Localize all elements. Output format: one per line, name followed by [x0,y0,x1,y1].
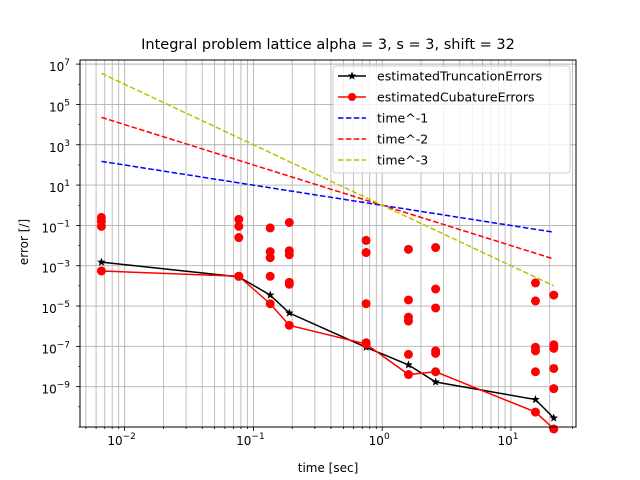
legend-box [332,65,571,174]
red-data-point [549,343,559,353]
cubature-point [265,299,275,309]
cubature-point [403,370,413,380]
y-tick-label: 107 [49,58,70,74]
series-line-time-3 [101,72,555,287]
truncation-point [431,377,440,386]
legend-marker [347,71,357,80]
red-data-point [549,384,559,394]
red-data-point [530,367,540,377]
chart-title: Integral problem lattice alpha = 3, s = … [141,37,515,53]
legend-label: time^-2 [377,132,428,147]
red-data-point [549,290,559,300]
cubature-point [549,424,559,434]
red-data-point [234,221,244,231]
red-data-point [549,363,559,373]
x-tick-label: 10−1 [236,432,265,448]
red-data-point [431,303,441,313]
legend-label: time^-1 [377,111,428,126]
legend: estimatedTruncationErrors estimatedCubatu… [332,65,571,174]
cubature-point [530,407,540,417]
red-data-point [530,296,540,306]
red-data-point [361,235,371,245]
cubature-point [431,367,441,377]
x-tick-label: 100 [369,432,390,448]
y-tick-label: 105 [49,98,70,114]
red-data-point [403,295,413,305]
red-data-point [403,244,413,254]
y-tick-label: 10−7 [41,340,70,356]
cubature-point [361,339,371,349]
cubature-point [234,271,244,281]
series-line-time-1 [101,160,554,233]
y-tick-label: 10−9 [41,381,70,397]
axis-ticks: 10−2 10−1 100 101 10−9 10−7 10−5 10−3 10−1 101 103… [41,58,573,448]
x-axis-label: time [sec] [298,461,359,475]
red-data-point [234,214,244,224]
red-data-point [284,250,294,260]
red-data-point [361,248,371,258]
red-data-point [234,233,244,243]
red-data-point [265,223,275,233]
red-data-point [530,278,540,288]
red-data-point [284,217,294,227]
y-tick-label: 10−1 [41,219,70,235]
y-axis-label: error [/] [17,219,31,265]
y-tick-label: 10−5 [41,300,70,316]
truncation-point [531,395,540,404]
truncation-point [285,308,294,317]
truncation-point [265,290,275,299]
red-data-point [530,346,540,356]
truncation-point [404,360,413,369]
axes-frame [79,59,577,428]
red-data-point [431,348,441,358]
y-tick-label: 101 [49,179,70,195]
truncation-point [549,413,559,422]
red-data-point [431,243,441,253]
y-tick-label: 10−3 [41,260,70,276]
red-data-point [431,284,441,294]
cubature-point [284,320,294,330]
x-tick-label: 101 [497,432,518,448]
red-data-point [265,253,275,263]
x-tick-label: 10−2 [107,432,136,448]
legend-label: estimatedTruncationErrors [377,69,542,84]
y-tick-label: 103 [49,139,70,155]
red-data-point [96,221,106,231]
red-data-point [265,271,275,281]
red-data-point [403,316,413,326]
red-data-point [361,299,371,309]
legend-label: time^-3 [377,153,428,168]
legend-label: estimatedCubatureErrors [377,90,535,105]
red-data-point [284,279,294,289]
red-data-point [403,349,413,359]
truncation-point [97,257,106,266]
plot-area [96,72,559,434]
legend-marker [348,93,356,101]
cubature-point [96,266,106,276]
